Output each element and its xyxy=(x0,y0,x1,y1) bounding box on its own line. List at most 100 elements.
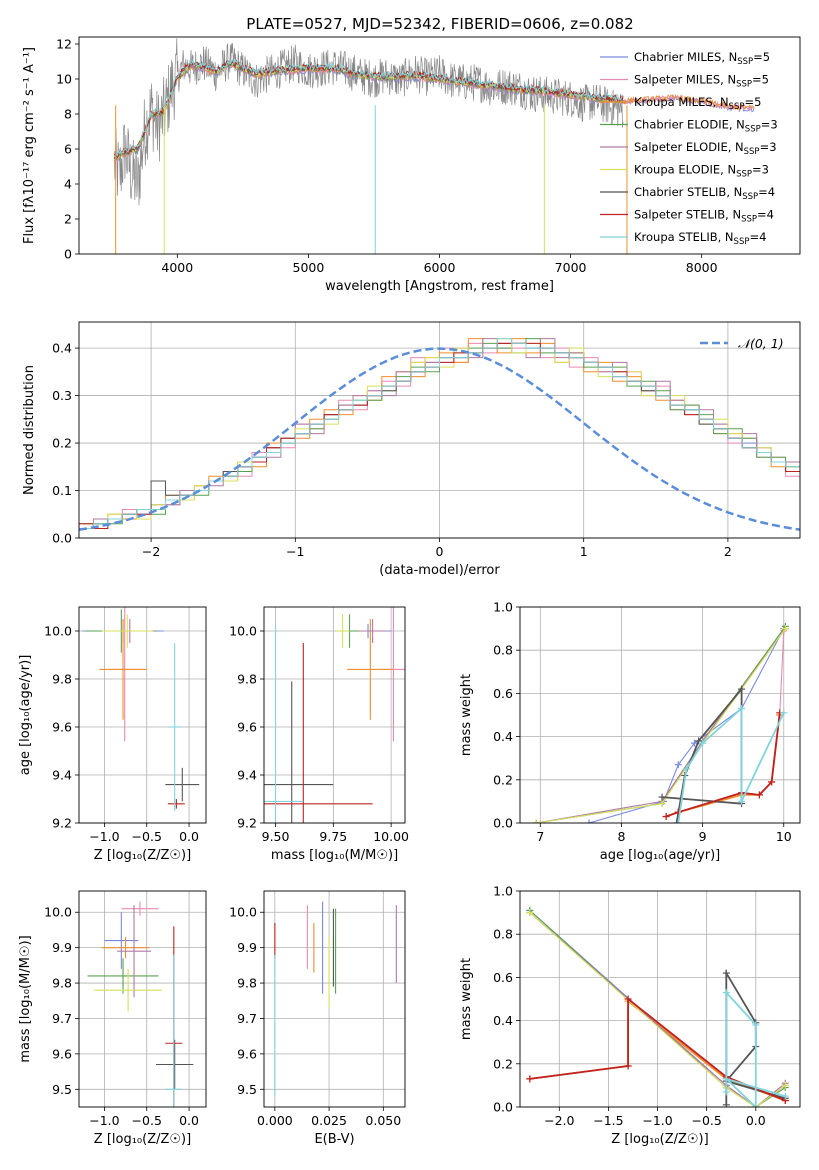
y-tick-label: 0.0 xyxy=(493,816,513,831)
x-tick-label: 1 xyxy=(580,544,588,559)
errorbar-chabrier-stelib xyxy=(165,767,200,802)
histogram-chabrier-stelib xyxy=(79,342,800,538)
plus-marker xyxy=(738,705,746,713)
weight-line-kroupa-stelib xyxy=(677,706,785,823)
plus-marker xyxy=(738,797,746,805)
plus-marker xyxy=(526,1075,534,1083)
axes-frame xyxy=(519,890,801,1108)
plus-marker xyxy=(752,1021,760,1029)
axes-frame xyxy=(263,606,406,824)
legend-label: Chabrier MILES, NSSP=5 xyxy=(634,50,770,67)
figure-title: PLATE=0527, MJD=52342, FIBERID=0606, z=0… xyxy=(246,15,633,33)
x-axis-label: E(B-V) xyxy=(314,1132,354,1147)
x-axis-label: mass [log₁₀(M/M☉)] xyxy=(271,848,398,863)
x-tick-label: −2 xyxy=(142,544,160,559)
plus-marker xyxy=(624,995,632,1003)
panel-residuals: −2 −1 0 1 2 0.0 0.1 0.2 0.3 0.4 (data-model)/error… xyxy=(22,321,801,578)
y-tick-label: 9.4 xyxy=(52,768,72,783)
x-tick-label: 10.00 xyxy=(373,829,409,844)
errorbar-chabrier-elodie xyxy=(87,958,159,994)
x-tick-label: 0.0 xyxy=(746,1113,766,1128)
weight-line-chabrier-stelib xyxy=(661,686,743,823)
errorbar-salpeter-miles xyxy=(121,901,159,916)
y-tick-label: 0.8 xyxy=(493,643,513,658)
y-tick-label: 4 xyxy=(64,177,72,192)
grid-lines xyxy=(520,890,800,1108)
plot-area xyxy=(526,906,789,1107)
x-tick-label: 4000 xyxy=(161,260,193,275)
errorbar-kroupa-elodie xyxy=(94,968,162,1012)
x-tick-label: 0 xyxy=(436,544,444,559)
plot-area xyxy=(82,607,200,811)
x-tick-label: −1.0 xyxy=(89,829,119,844)
histogram-kroupa-elodie xyxy=(79,338,800,538)
weight-line-salpeter-stelib xyxy=(665,712,781,818)
legend-label: Salpeter MILES, NSSP=5 xyxy=(634,73,769,90)
x-tick-label: 0.025 xyxy=(311,1113,347,1128)
x-tick-label: 9.75 xyxy=(319,829,347,844)
model-line-kroupa-stelib xyxy=(113,58,624,160)
model-line-salpeter-stelib xyxy=(113,59,624,158)
plot-area xyxy=(113,38,755,254)
errorbar-kroupa-stelib xyxy=(264,626,304,823)
y-tick-label: 9.8 xyxy=(237,672,257,687)
plus-marker xyxy=(781,1092,789,1100)
x-tick-label: 0.0 xyxy=(179,829,199,844)
x-tick-label: −1.5 xyxy=(593,1113,623,1128)
y-tick-label: 10.0 xyxy=(229,624,257,639)
x-tick-label: 5000 xyxy=(293,260,325,275)
legend-label: Chabrier STELIB, NSSP=4 xyxy=(634,185,775,202)
y-tick-label: 9.6 xyxy=(52,720,72,735)
y-tick-label: 9.2 xyxy=(237,816,257,831)
plus-marker xyxy=(755,791,763,799)
errorbar-salpeter-elodie xyxy=(358,619,387,643)
x-axis-label: (data-model)/error xyxy=(379,563,500,578)
y-tick-label: 9.2 xyxy=(52,816,72,831)
y-tick-label: 8 xyxy=(64,107,72,122)
legend-label: 𝒩(0, 1) xyxy=(738,336,784,351)
plot-area xyxy=(274,901,397,1097)
x-tick-label: 8000 xyxy=(686,260,718,275)
plus-marker xyxy=(752,1103,760,1107)
y-tick-label: 9.8 xyxy=(52,976,72,991)
plus-marker xyxy=(673,819,681,823)
grid-lines xyxy=(79,891,206,1107)
axes-frame xyxy=(78,890,207,1108)
errorbar-kroupa-elodie xyxy=(335,614,350,648)
legend-label: Kroupa STELIB, NSSP=4 xyxy=(634,230,766,247)
histogram-salpeter-elodie xyxy=(79,338,800,538)
weight-line-salpeter-elodie xyxy=(536,628,786,823)
plus-marker xyxy=(695,737,703,745)
plus-marker xyxy=(699,739,707,747)
plus-marker xyxy=(662,813,670,821)
histogram-chabrier-miles xyxy=(79,342,800,538)
plus-marker xyxy=(722,1088,730,1096)
y-tick-label: 1.0 xyxy=(493,600,513,615)
weight-line-kroupa-elodie xyxy=(536,628,786,823)
histogram-chabrier-elodie xyxy=(79,338,800,538)
histogram-kroupa-miles xyxy=(79,338,800,538)
grid-lines xyxy=(520,606,800,824)
plot-area xyxy=(532,622,789,823)
x-tick-label: 6000 xyxy=(424,260,456,275)
x-tick-label: 10 xyxy=(776,829,792,844)
x-axis-label: wavelength [Angstrom, rest frame] xyxy=(325,279,554,294)
y-tick-label: 9.9 xyxy=(52,940,72,955)
y-tick-label: 9.5 xyxy=(52,1082,72,1097)
plus-marker xyxy=(722,1101,730,1107)
errorbar-kroupa-miles xyxy=(99,619,147,720)
y-tick-label: 10.0 xyxy=(44,624,72,639)
panel-mass_vs_Z: −1.0 −0.5 0.0 9.5 9.6 9.7 9.8 9.9 10.0 Z [log₁₀(Z… xyxy=(18,890,207,1147)
plus-marker xyxy=(682,765,690,773)
grid-lines xyxy=(79,607,206,824)
axes-frame xyxy=(519,606,801,824)
errorbar-kroupa-miles xyxy=(101,937,150,959)
legend-label: Chabrier ELODIE, NSSP=3 xyxy=(634,118,778,135)
y-tick-label: 10.0 xyxy=(44,905,72,920)
y-tick-label: 9.9 xyxy=(237,940,257,955)
axes-frame xyxy=(78,606,207,824)
plot-area xyxy=(87,901,194,1107)
y-tick-label: 0.3 xyxy=(52,388,72,403)
y-tick-label: 0.8 xyxy=(493,927,513,942)
